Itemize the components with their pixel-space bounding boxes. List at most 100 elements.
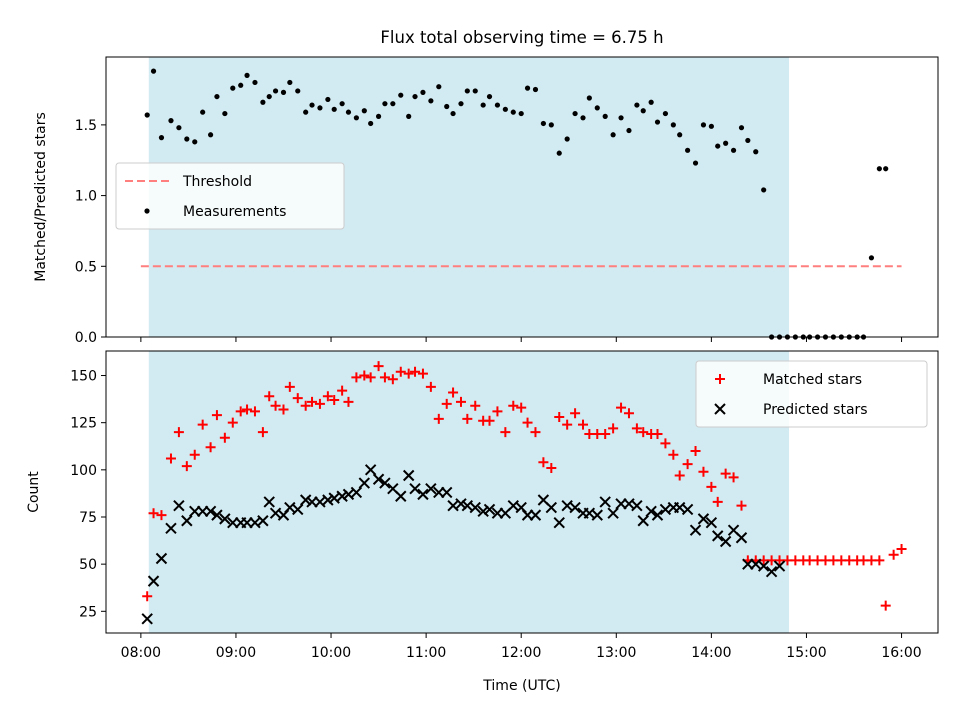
predicted-stars-point bbox=[263, 496, 275, 508]
matched-stars-point bbox=[235, 406, 246, 417]
measurement-point bbox=[730, 147, 737, 153]
measurement-point bbox=[382, 101, 388, 107]
bottom-legend-box bbox=[695, 360, 928, 428]
x-tick-label: 09:00 bbox=[216, 645, 256, 661]
measurement-point bbox=[648, 99, 654, 105]
measurement-point bbox=[272, 88, 279, 94]
predicted-stars-point bbox=[299, 494, 312, 506]
x-tick-label: 14:00 bbox=[691, 645, 731, 661]
y-tick-label: 1.5 bbox=[75, 118, 97, 134]
predicted-stars-point bbox=[591, 509, 603, 521]
measurement-point bbox=[244, 72, 250, 78]
predicted-stars-point bbox=[336, 490, 348, 502]
star-count-series bbox=[141, 361, 907, 625]
measurement-point bbox=[548, 122, 554, 128]
matched-stars-point bbox=[712, 496, 723, 507]
measurement-point bbox=[876, 166, 882, 172]
matched-stars-point bbox=[270, 400, 281, 411]
measurement-point bbox=[715, 143, 721, 149]
matched-stars-point bbox=[292, 393, 303, 404]
measurement-point bbox=[572, 110, 578, 117]
matched-stars-point bbox=[690, 445, 701, 456]
matched-stars-point bbox=[343, 396, 354, 407]
measurement-point bbox=[150, 68, 157, 74]
matched-stars-point bbox=[546, 462, 557, 473]
matched-stars-point bbox=[433, 413, 444, 424]
matched-stars-point bbox=[373, 361, 384, 372]
measurement-point bbox=[564, 136, 570, 142]
matched-stars-point bbox=[242, 404, 253, 415]
matched-stars-point bbox=[257, 427, 268, 438]
measurement-point bbox=[540, 120, 546, 127]
predicted-stars-point bbox=[350, 486, 363, 499]
matched-stars-point bbox=[728, 472, 739, 483]
y-tick-label: 150 bbox=[70, 369, 97, 385]
y-tick-label: 0.5 bbox=[75, 259, 97, 275]
matched-stars-point bbox=[570, 408, 581, 419]
matched-stars-point bbox=[181, 461, 192, 472]
matched-stars-point bbox=[538, 457, 549, 468]
x-axis-label: Time (UTC) bbox=[482, 678, 560, 694]
matched-stars-point bbox=[189, 449, 200, 460]
matched-stars-point bbox=[211, 410, 222, 421]
top-y-label: Matched/Predicted stars bbox=[33, 112, 49, 282]
matched-stars-point bbox=[359, 370, 370, 381]
measurement-point bbox=[745, 137, 751, 144]
measurement-point bbox=[480, 102, 486, 108]
measurement-point bbox=[325, 96, 331, 103]
measurement-point bbox=[524, 85, 531, 91]
measurement-point bbox=[214, 93, 220, 100]
measurements-series bbox=[144, 68, 889, 340]
measurement-point bbox=[586, 95, 592, 101]
top-legend: Threshold Measurements bbox=[115, 162, 345, 230]
predicted-stars-point bbox=[364, 464, 377, 476]
x-tick-label: 16:00 bbox=[881, 645, 921, 661]
matched-stars-point bbox=[417, 368, 428, 379]
bottom-shaded-span bbox=[148, 351, 790, 633]
measurement-point bbox=[230, 85, 236, 91]
matched-stars-point bbox=[638, 427, 649, 438]
matched-stars-point bbox=[530, 427, 541, 438]
predicted-stars-point bbox=[569, 501, 581, 514]
matched-stars-point bbox=[387, 374, 398, 385]
x-tick-label: 11:00 bbox=[406, 645, 446, 661]
measurement-point bbox=[594, 105, 600, 111]
matched-stars-point bbox=[322, 391, 333, 402]
matched-stars-point bbox=[165, 453, 176, 464]
matched-stars-point bbox=[623, 408, 634, 419]
predicted-stars-point bbox=[773, 560, 786, 572]
matched-stars-point bbox=[880, 600, 891, 611]
predicted-stars-point bbox=[765, 565, 778, 578]
predicted-stars-point bbox=[181, 515, 193, 527]
measurement-point bbox=[317, 105, 323, 111]
matched-stars-point bbox=[148, 508, 159, 519]
y-tick-label: 1.0 bbox=[75, 189, 97, 205]
matched-stars-point bbox=[379, 372, 390, 383]
y-tick-label: 0.0 bbox=[75, 330, 97, 346]
matched-stars-point bbox=[660, 438, 671, 449]
measurement-point bbox=[331, 106, 337, 112]
measurement-point bbox=[518, 110, 524, 117]
matched-stars-point bbox=[142, 591, 153, 602]
measurement-point bbox=[353, 115, 359, 121]
predicted-stars-point bbox=[372, 473, 385, 485]
y-tick-label: 75 bbox=[79, 510, 97, 526]
measurement-point bbox=[345, 109, 352, 115]
y-tick-label: 25 bbox=[79, 604, 97, 620]
measurement-point bbox=[677, 132, 683, 138]
matched-stars-point bbox=[329, 395, 340, 406]
predicted-stars-point bbox=[211, 509, 223, 521]
predicted-stars-point bbox=[697, 513, 710, 525]
predicted-stars-point bbox=[483, 503, 496, 516]
measurement-point bbox=[458, 101, 464, 107]
measurement-point bbox=[494, 102, 501, 108]
matched-stars-point bbox=[888, 549, 899, 560]
predicted-stars-point bbox=[651, 509, 664, 521]
matched-stars-point bbox=[365, 372, 376, 383]
predicted-stars-point bbox=[477, 505, 489, 518]
measurement-point bbox=[176, 125, 182, 131]
matched-stars-point bbox=[410, 366, 421, 377]
matched-stars-point bbox=[516, 402, 527, 413]
chart-title: Flux total observing time = 6.75 h bbox=[380, 28, 663, 47]
predicted-stars-point bbox=[417, 488, 429, 501]
